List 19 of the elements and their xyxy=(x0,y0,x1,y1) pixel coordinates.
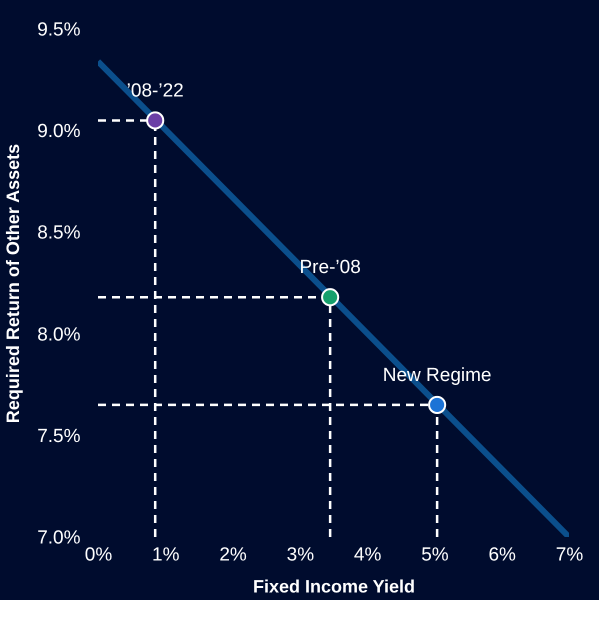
y-axis-title: Required Return of Other Assets xyxy=(3,144,24,424)
y-tick-label: 8.0% xyxy=(37,324,81,346)
x-tick-label: 6% xyxy=(488,544,516,566)
series-label: ’08-’22 xyxy=(126,80,184,102)
x-tick-label: 0% xyxy=(84,544,112,566)
y-tick-label: 7.5% xyxy=(37,426,81,447)
y-tick-label: 7.0% xyxy=(37,528,81,548)
series-label: New Regime xyxy=(382,364,492,386)
x-tick-label: 3% xyxy=(286,544,314,566)
x-axis-title: Fixed Income Yield xyxy=(252,576,416,596)
x-tick-label: 4% xyxy=(354,544,382,566)
x-tick-label: 2% xyxy=(219,544,247,566)
series-label: Pre-’08 xyxy=(300,257,361,278)
y-tick-label: 9.5% xyxy=(37,20,81,40)
y-tick-label: 9.0% xyxy=(37,121,81,142)
x-tick-label: 7% xyxy=(556,544,584,566)
x-tick-label: 1% xyxy=(152,544,180,566)
y-tick-label: 8.5% xyxy=(37,222,81,244)
x-tick-label: 5% xyxy=(421,544,449,566)
